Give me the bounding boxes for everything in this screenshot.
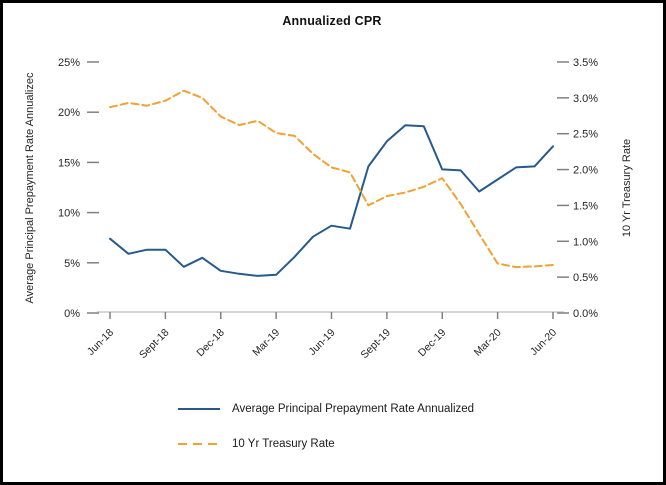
cpr-line-swatch-icon: [178, 408, 220, 410]
y-left-tick-label: 0%: [64, 308, 80, 320]
chart-canvas: 0% 5% 10% 15% 20% 25% 0.0% 0.5% 1.0% 1.5% 2.0% 2.5%…: [58, 57, 598, 361]
x-tick-label: Sept-18: [137, 327, 172, 362]
y-right-tick-label: 0.0%: [573, 308, 598, 320]
y-left-tick-label: 10%: [58, 208, 80, 220]
y-right-tick-label: 1.5%: [573, 200, 598, 212]
x-tick-label: Jun-20: [528, 327, 559, 358]
treasury-line: [109, 89, 554, 269]
x-tick-label: Dec-18: [194, 327, 227, 360]
legend: Average Principal Prepayment Rate Annual…: [177, 399, 474, 469]
y-left-tick-label: 20%: [58, 107, 80, 119]
x-tick-label: Mar-19: [250, 327, 282, 359]
legend-label-treasury: 10 Yr Treasury Rate: [232, 438, 335, 450]
y-right-tick-label: 2.5%: [573, 129, 598, 141]
tick-marks-group: [87, 61, 569, 319]
cpr-line: [109, 124, 554, 277]
y-right-tick-label: 3.5%: [573, 57, 598, 69]
y-left-tick-label: 25%: [58, 57, 80, 69]
x-tick-label: Mar-20: [472, 327, 504, 359]
x-tick-label: Jun-18: [85, 327, 116, 358]
y-left-tick-label: 5%: [64, 258, 80, 270]
y-right-tick-label: 3.0%: [573, 93, 598, 105]
y-right-tick-label: 2.0%: [573, 165, 598, 177]
x-tick-label: Jun-19: [306, 327, 337, 358]
series-group: [109, 89, 554, 277]
tick-labels-group: 0% 5% 10% 15% 20% 25% 0.0% 0.5% 1.0% 1.5% 2.0% 2.5%…: [58, 57, 598, 361]
chart-title: Annualized CPR: [282, 14, 382, 28]
y-right-tick-label: 1.0%: [573, 236, 598, 248]
y-left-tick-label: 15%: [58, 157, 80, 169]
legend-item-cpr: Average Principal Prepayment Rate Annual…: [177, 399, 474, 419]
legend-label-cpr: Average Principal Prepayment Rate Annual…: [232, 403, 475, 415]
treasury-line-swatch-icon: [178, 443, 220, 445]
y-right-tick-label: 0.5%: [573, 272, 598, 284]
legend-item-treasury: 10 Yr Treasury Rate: [177, 434, 474, 454]
x-tick-label: Sept-19: [358, 327, 393, 362]
x-tick-label: Dec-19: [416, 327, 449, 360]
